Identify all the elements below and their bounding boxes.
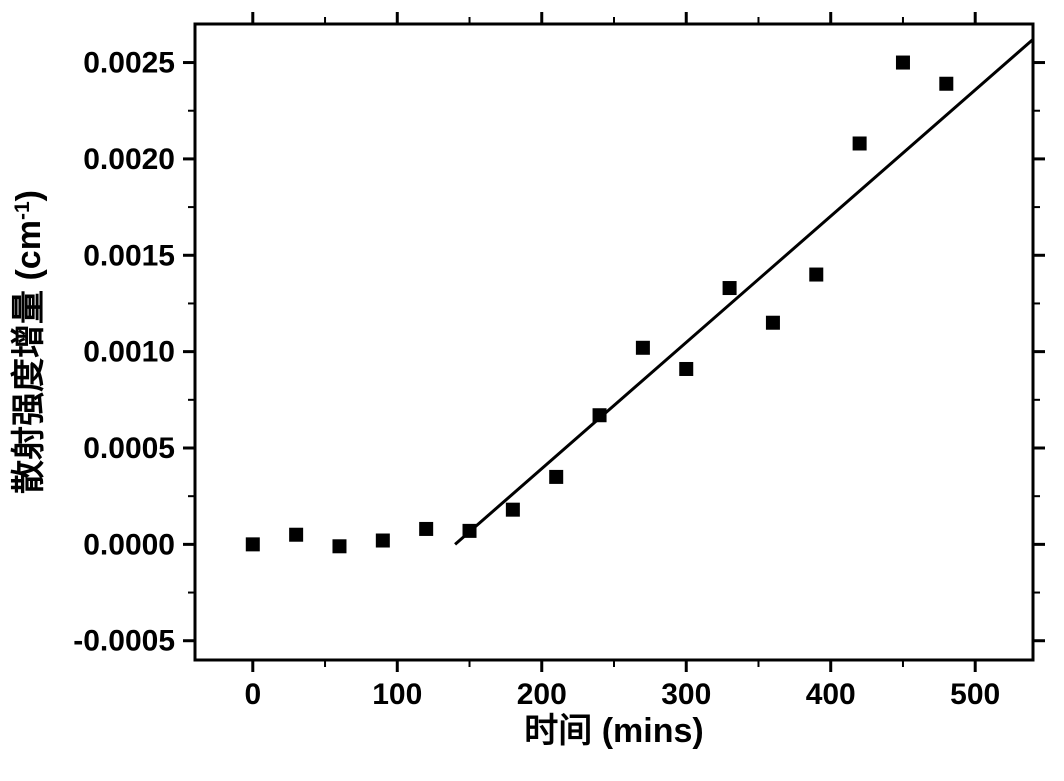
x-tick-label: 400 — [806, 678, 856, 711]
y-tick-label: 0.0025 — [83, 47, 175, 80]
x-tick-label: 300 — [661, 678, 711, 711]
x-tick-label: 100 — [372, 678, 422, 711]
data-marker — [289, 528, 303, 542]
data-marker — [766, 316, 780, 330]
data-marker — [679, 362, 693, 376]
plot-border — [195, 24, 1033, 660]
y-axis-title-suffix: ) — [10, 190, 48, 201]
data-marker — [939, 77, 953, 91]
y-axis-title-prefix: 散射强度增量 (cm — [10, 220, 48, 494]
data-marker — [332, 539, 346, 553]
data-marker — [419, 522, 433, 536]
x-tick-label: 200 — [517, 678, 567, 711]
x-tick-label: 500 — [950, 678, 1000, 711]
fit-line — [455, 39, 1033, 544]
data-marker — [549, 470, 563, 484]
data-marker — [463, 524, 477, 538]
data-marker — [593, 408, 607, 422]
y-tick-label: -0.0005 — [73, 625, 175, 658]
data-marker — [246, 537, 260, 551]
y-tick-label: 0.0005 — [83, 432, 175, 465]
data-marker — [376, 534, 390, 548]
y-tick-label: 0.0020 — [83, 143, 175, 176]
data-marker — [896, 56, 910, 70]
data-marker — [809, 268, 823, 282]
data-marker — [506, 503, 520, 517]
scatter-chart: 0 100 200 300 400 500 -0.0005 0.0000 0.0005 0.001… — [0, 0, 1064, 781]
chart-container: { "chart": { "type": "scatter", "width":… — [0, 0, 1064, 781]
y-tick-label: 0.0000 — [83, 528, 175, 561]
x-axis-title: 时间 (mins) — [524, 712, 703, 750]
y-tick-label: 0.0010 — [83, 336, 175, 369]
y-axis-title-sup: -1 — [11, 201, 34, 220]
data-marker — [636, 341, 650, 355]
y-tick-label: 0.0015 — [83, 239, 175, 272]
data-marker — [723, 281, 737, 295]
x-tick-label: 0 — [244, 678, 261, 711]
data-marker — [853, 136, 867, 150]
y-axis-title: 散射强度增量 (cm-1) — [10, 190, 48, 494]
